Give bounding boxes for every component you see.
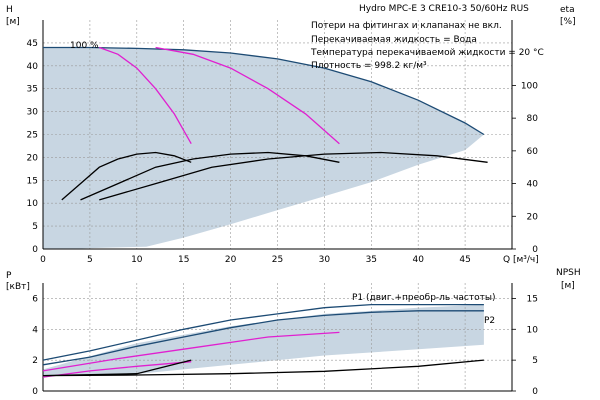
xtick-9: 45	[459, 255, 470, 265]
xtick-1: 5	[87, 255, 93, 265]
bottom-ylabel-right-unit: [м]	[561, 281, 575, 291]
top-ylabel-left-unit: [м]	[6, 17, 20, 27]
bottom-series-named-0	[42, 303, 484, 361]
xtick-2: 10	[131, 255, 143, 265]
chart-title: Hydro MPC-E 3 CRE10-3 50/60Hz RUS	[359, 4, 529, 14]
top-ytick-right-3: 60	[527, 147, 539, 157]
xtick-4: 20	[225, 255, 237, 265]
top-ytick-right-0: 0	[532, 245, 538, 255]
bottom-ytick-right-3: 15	[527, 294, 538, 304]
note-line-4: Плотность = 998.2 кг/м³	[311, 61, 427, 71]
top-ytick-left-0: 0	[32, 245, 38, 255]
top-ytick-left-4: 20	[27, 153, 39, 163]
xtick-8: 40	[412, 255, 424, 265]
legend-p1-label: P1 (двиг.+преобр-ль частоты)	[352, 293, 496, 303]
bottom-ytick-right-0: 0	[532, 387, 538, 397]
top-ytick-left-2: 10	[27, 199, 39, 209]
top-ylabel-right-symbol: eta	[560, 5, 575, 15]
top-series-eta_2_pumps	[80, 151, 340, 201]
x-axis-label: Q [м³/ч]	[503, 255, 539, 265]
top-chart: 0 5 10 15 20 25 30 35 40 45 0 20 40 60 80 100 0 5 10 15 20 25…	[27, 20, 539, 265]
bottom-ylabel-right-symbol: NPSH	[556, 268, 581, 278]
bottom-series-named-1	[42, 310, 484, 366]
bottom-ylabel-left-unit: [кВт]	[6, 282, 30, 292]
top-ylabel-left-symbol: H	[6, 5, 13, 15]
bottom-chart: 0 2 4 6 0 5 10 15	[32, 283, 538, 397]
top-operating-area	[43, 47, 484, 249]
top-series-head_2_pumps	[155, 46, 340, 145]
bottom-series-P_2_pumps	[42, 331, 340, 372]
note-line-2: Перекачиваемая жидкость = Вода	[311, 35, 477, 45]
xtick-0: 0	[40, 255, 46, 265]
xtick-3: 15	[178, 255, 189, 265]
bottom-ytick-left-1: 2	[32, 356, 38, 366]
top-ytick-right-2: 40	[527, 180, 539, 190]
note-line-1: Потери на фитингах и клапанах не вкл.	[311, 21, 502, 31]
top-ytick-left-3: 15	[27, 176, 38, 186]
top-ytick-left-6: 30	[27, 108, 39, 118]
top-series-head_max	[43, 46, 485, 136]
top-ytick-right-5: 100	[521, 81, 538, 91]
bottom-operating-area	[43, 304, 484, 376]
top-ytick-right-4: 80	[527, 114, 539, 124]
bottom-ylabel-left-symbol: P	[6, 271, 12, 281]
legend-p2-label: P2	[484, 316, 495, 326]
percent-annotation: 100 %	[70, 41, 99, 51]
bottom-ytick-left-3: 6	[32, 294, 38, 304]
bottom-series-npsh_single	[42, 359, 192, 377]
xtick-7: 35	[366, 255, 377, 265]
xtick-6: 30	[319, 255, 331, 265]
top-ylabel-right-unit: [%]	[560, 17, 576, 27]
bottom-series-P_1_pump	[42, 361, 192, 378]
bottom-ytick-left-2: 4	[32, 325, 38, 335]
bottom-series-npsh_total	[42, 359, 484, 377]
top-series-eta_1_pump	[61, 151, 192, 201]
top-ytick-left-1: 5	[32, 222, 38, 232]
top-ytick-left-7: 35	[27, 85, 38, 95]
top-ytick-left-5: 25	[27, 131, 38, 141]
bottom-ytick-left-0: 0	[32, 387, 38, 397]
top-ytick-left-8: 40	[27, 62, 39, 72]
top-ytick-left-9: 45	[27, 39, 38, 49]
bottom-ytick-right-2: 10	[527, 325, 539, 335]
top-series-head_1_pump	[99, 46, 192, 145]
top-ytick-right-1: 20	[527, 212, 539, 222]
xtick-5: 25	[272, 255, 283, 265]
note-line-3: Температура перекачиваемой жидкости = 20…	[310, 48, 544, 58]
top-series-eta_3_pumps	[99, 151, 488, 201]
bottom-ytick-right-1: 5	[532, 356, 538, 366]
